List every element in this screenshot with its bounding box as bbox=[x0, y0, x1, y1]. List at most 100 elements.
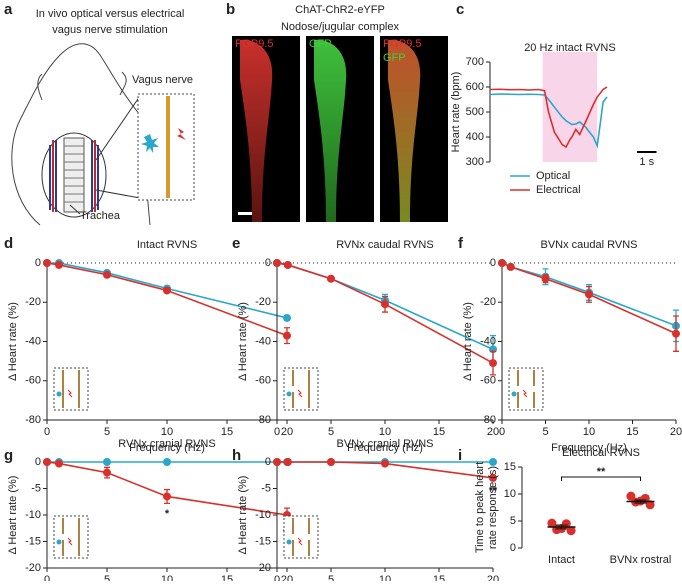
shaded-region bbox=[542, 52, 598, 162]
x-tick-label: 20 bbox=[281, 426, 293, 438]
series-line bbox=[276, 262, 494, 364]
y-tick-label: -10 bbox=[255, 509, 271, 521]
point bbox=[645, 500, 655, 510]
marker bbox=[489, 458, 497, 466]
vessel bbox=[49, 140, 99, 212]
panel-label: g bbox=[4, 447, 13, 464]
error-bar bbox=[555, 524, 568, 530]
image-label: PGP9.5 bbox=[235, 38, 274, 50]
y-tick-label: 10 bbox=[504, 488, 516, 500]
significance-bracket bbox=[561, 476, 641, 481]
y-tick-label: 0 bbox=[35, 257, 41, 269]
inset-light bbox=[56, 391, 62, 397]
x-tick-label: 15 bbox=[433, 426, 445, 438]
inset-box bbox=[283, 367, 319, 411]
y-tick-label: 300 bbox=[466, 156, 484, 168]
panel-label: b bbox=[226, 1, 235, 18]
tissue bbox=[388, 39, 421, 222]
chart-title: RVNx cranial RVNS bbox=[118, 438, 215, 450]
panel-label: i bbox=[458, 447, 462, 464]
y-tick-label: 600 bbox=[466, 81, 484, 93]
x-tick-label: BVNx rostral bbox=[610, 554, 672, 566]
y-tick-label: -40 bbox=[255, 335, 271, 347]
series-line bbox=[489, 86, 608, 149]
panel-label: f bbox=[458, 235, 464, 252]
y-tick-label: -80 bbox=[255, 414, 271, 426]
point bbox=[626, 491, 636, 501]
y-tick-label: -20 bbox=[255, 296, 271, 308]
trachea-rings bbox=[64, 145, 84, 203]
marker bbox=[163, 286, 171, 295]
y-axis-label: Heart rate (bpm) bbox=[450, 72, 462, 153]
x-tick-label: 10 bbox=[583, 426, 595, 438]
panel-label: a bbox=[4, 1, 13, 18]
x-tick-label: 5 bbox=[104, 426, 110, 438]
inset-electrode bbox=[297, 389, 303, 398]
y-tick-label: -20 bbox=[25, 562, 41, 574]
y-axis-label: Δ Heart rate (%) bbox=[462, 302, 474, 381]
x-tick-label: 15 bbox=[221, 574, 233, 581]
x-tick-label: 5 bbox=[328, 574, 334, 581]
marker bbox=[283, 331, 291, 340]
marker bbox=[103, 468, 111, 477]
trachea bbox=[63, 137, 85, 213]
illustration-title: vagus nerve stimulation bbox=[52, 24, 168, 36]
vagus-nerve bbox=[166, 96, 170, 198]
tissue bbox=[314, 39, 347, 222]
ear bbox=[37, 71, 127, 101]
x-tick-label: 0 bbox=[44, 426, 50, 438]
illustration: In vivo optical versus electrical vagus … bbox=[11, 8, 195, 226]
marker bbox=[327, 274, 335, 283]
x-tick-label: 10 bbox=[379, 426, 391, 438]
chart-title: BVNx caudal RVNS bbox=[540, 239, 637, 251]
y-tick-label: -20 bbox=[255, 562, 271, 574]
y-tick-label: -60 bbox=[25, 375, 41, 387]
marker bbox=[498, 259, 506, 267]
inset-light bbox=[56, 539, 62, 545]
inset-light bbox=[286, 539, 292, 545]
annotation: Trachea bbox=[80, 210, 121, 222]
legend-label: Electrical bbox=[536, 184, 581, 196]
marker bbox=[283, 458, 292, 466]
y-tick-label: 0 bbox=[490, 257, 496, 269]
marker bbox=[489, 473, 497, 482]
image-label: PGP9.5 bbox=[383, 38, 422, 50]
significance-label: ** bbox=[597, 466, 606, 478]
microscopy-title: ChAT-ChR2-eYFP bbox=[295, 4, 385, 16]
marker bbox=[163, 458, 171, 466]
panel-label: h bbox=[232, 447, 241, 464]
inset-box bbox=[53, 515, 89, 559]
panel-label: e bbox=[232, 235, 240, 252]
chart-title: BVNx cranial RVNS bbox=[337, 438, 434, 450]
marker bbox=[381, 300, 389, 309]
y-tick-label: -20 bbox=[25, 296, 41, 308]
marker bbox=[273, 259, 281, 267]
y-tick-label: 0 bbox=[510, 542, 516, 554]
x-tick-label: 0 bbox=[44, 574, 50, 581]
marker bbox=[283, 260, 292, 269]
marker bbox=[273, 458, 281, 466]
x-tick-label: 20 bbox=[487, 574, 499, 581]
y-tick-label: -80 bbox=[480, 414, 496, 426]
x-tick-label: 10 bbox=[379, 574, 391, 581]
x-tick-label: 20 bbox=[281, 574, 293, 581]
annotation: * bbox=[165, 508, 170, 520]
y-tick-label: -10 bbox=[25, 509, 41, 521]
image-label: GFP bbox=[309, 38, 332, 50]
x-tick-label: 15 bbox=[433, 574, 445, 581]
inset-electrode bbox=[522, 389, 528, 398]
y-tick-label: -60 bbox=[255, 375, 271, 387]
image-label: GFP bbox=[383, 52, 406, 64]
point bbox=[566, 526, 576, 536]
inset-box bbox=[53, 367, 89, 411]
tissue bbox=[240, 39, 273, 222]
y-tick-label: 400 bbox=[466, 131, 484, 143]
y-tick-label: 15 bbox=[504, 461, 516, 473]
inset-electrode bbox=[67, 537, 73, 546]
x-axis-label: Frequency (Hz) bbox=[551, 442, 627, 454]
x-tick-label: 15 bbox=[221, 426, 233, 438]
y-tick-label: -20 bbox=[480, 296, 496, 308]
zoom-line bbox=[95, 95, 141, 199]
chart-title: Electrical RVNS bbox=[562, 447, 640, 459]
artery bbox=[52, 140, 96, 212]
